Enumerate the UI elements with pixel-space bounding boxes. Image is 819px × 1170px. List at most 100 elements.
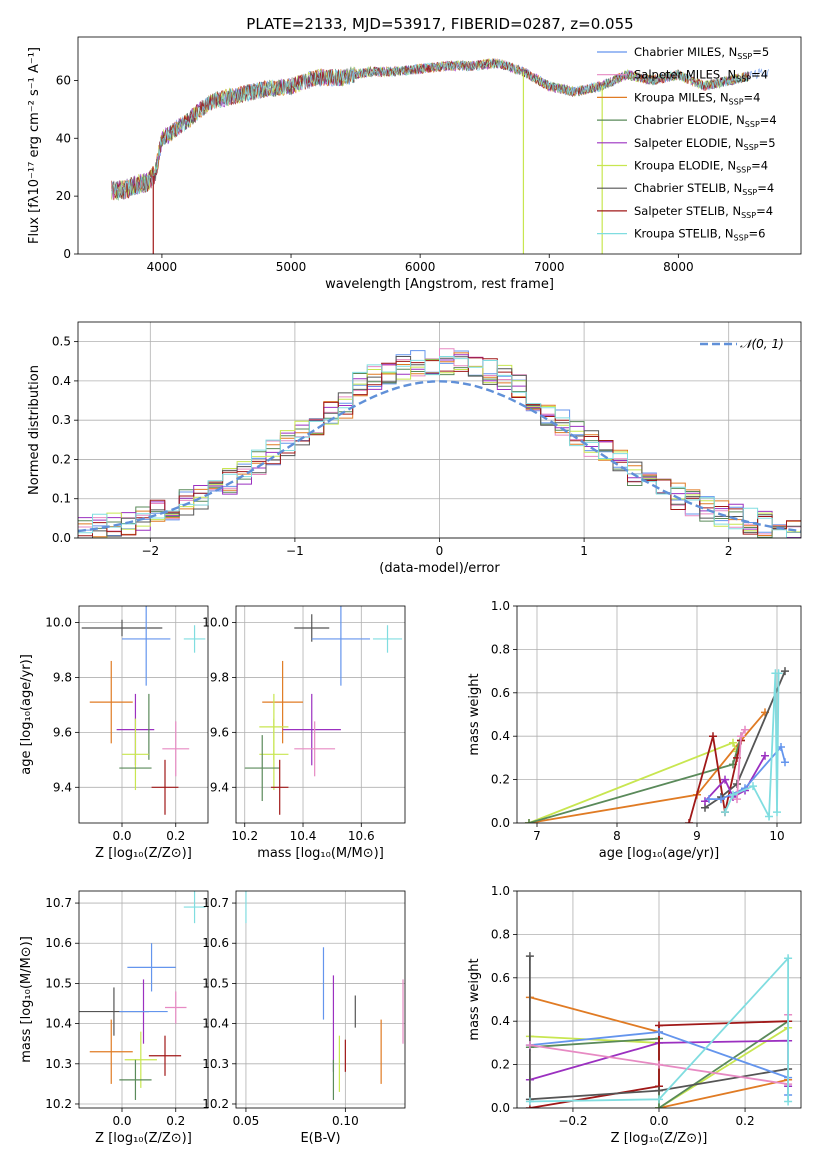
y-tick-label: 0.8 [491,642,510,656]
errorbar-point-krou_stelib [183,891,206,924]
errorbar-point-krou_stelib [372,625,403,653]
panel-mass_vs_Z: 0.0 0.2 10.2 10.3 10.4 10.5 10.6 10.7 Z [log₁₀(Z… [19,890,209,1146]
y-tick-label: 10.0 [45,615,72,629]
weight-marker-salp_miles [733,795,741,804]
plot-area [111,58,769,254]
legend-count: =5 [759,136,776,150]
legend-subscript: SSP [741,211,756,220]
x-tick-label: 8000 [663,260,694,274]
x-tick-label: 4000 [147,260,178,274]
plot-area [81,606,206,815]
x-tick-label: 2 [725,544,733,558]
x-tick-label: 0 [436,544,444,558]
x-tick-label: 10.6 [348,829,375,843]
plot-area [245,891,404,1100]
x-axis-label: Z [log₁₀(Z/Z⊙)] [611,1131,708,1146]
y-tick-label: 10.7 [45,896,72,910]
legend-label: Salpeter MILES, NSSP=4 [634,68,768,84]
x-tick-label: 0.2 [166,1114,185,1128]
x-tick-label: 0.05 [233,1114,260,1128]
x-tick-label: 10.2 [231,829,258,843]
errorbar-point-salp_stelib [270,759,289,815]
weight-marker-salp_elodie [761,751,769,760]
x-tick-label: 0.0 [112,1114,131,1128]
y-axis-label: mass weight [467,958,482,1040]
legend-label: Kroupa STELIB, NSSP=6 [634,227,765,243]
y-axis-label: Flux [fλ10⁻¹⁷ erg cm⁻² s⁻¹ A⁻¹] [27,47,42,244]
errorbar-point-krou_miles [89,660,133,744]
y-tick-label: 9.6 [53,725,72,739]
x-axis-label: age [log₁₀(age/yr)] [599,846,720,861]
y-tick-label: 10.0 [202,615,229,629]
weight-marker-chab_miles [717,795,725,804]
legend-text: Chabrier ELODIE, N [634,113,745,127]
legend-text: Kroupa ELODIE, N [634,159,736,173]
legend-count: =5 [752,45,769,59]
panel-residuals: −2 −1 0 1 2 0.0 0.1 0.2 0.3 0.4 0.5 (data-model)/er… [27,321,802,576]
x-axis-label: E(B-V) [300,1131,340,1146]
x-tick-label: −0.2 [558,1114,587,1128]
y-tick-label: 0.6 [491,686,510,700]
axes-frame [516,890,802,1109]
legend-subscript: SSP [737,52,752,61]
x-axis-label: mass [log₁₀(M/M⊙)] [257,846,384,861]
weight-marker-salp_miles [655,1060,663,1069]
y-tick-label: 10.3 [45,1057,72,1071]
legend-normal-label: 𝒩(0, 1) [740,337,784,351]
y-tick-label: 0.2 [491,773,510,787]
legend-label: Chabrier MILES, NSSP=5 [634,45,769,61]
errorbar-point-krou_stelib [183,625,206,653]
y-tick-label: 0.0 [491,816,510,830]
plot-area [525,667,789,823]
errorbar-point-chab_miles [311,606,371,686]
y-axis-label: mass [log₁₀(M/M⊙)] [19,936,34,1063]
legend-subscript: SSP [745,120,760,129]
panel-age_vs_Z: 0.0 0.2 9.4 9.6 9.8 10.0 Z [log₁₀(Z/Z⊙)] age [l… [19,605,209,861]
x-axis-label: Z [log₁₀(Z/Z⊙)] [95,1131,192,1146]
legend-text: Chabrier MILES, N [634,45,737,59]
y-tick-label: 0.4 [52,374,71,388]
axes-frame [235,605,406,824]
axes-frame [77,321,802,539]
errorbar-point-chab_stelib [81,619,163,637]
y-tick-label: 0.4 [491,1014,510,1028]
panel-weight_vs_age: 7 8 9 10 0.0 0.2 0.4 0.6 0.8 1.0 age [log₁₀(age/yr… [467,599,802,861]
weight-marker-krou_stelib [784,1097,793,1106]
errorbar-point-chab_miles [122,606,171,686]
y-tick-label: 20 [56,189,71,203]
legend-text: Salpeter ELODIE, N [634,136,744,150]
weight-marker-krou_stelib [765,812,773,821]
legend-subscript: SSP [734,234,749,243]
y-tick-label: 9.8 [53,670,72,684]
y-tick-label: 10.2 [202,1097,229,1111]
y-tick-label: 0.4 [491,729,510,743]
x-tick-label: 10 [769,829,784,843]
legend-label: Kroupa ELODIE, NSSP=4 [634,159,768,175]
x-tick-label: 5000 [276,260,307,274]
normal-curve [78,380,801,533]
axes-frame [77,36,802,255]
weight-marker-chab_elodie [655,1104,663,1108]
panel-spectrum: 4000 5000 6000 7000 8000 0 20 40 60 wavelength [A… [27,36,802,292]
y-tick-label: 10.4 [45,1017,72,1031]
y-tick-label: 1.0 [491,884,510,898]
y-tick-label: 1.0 [491,599,510,613]
x-tick-label: 7000 [534,260,565,274]
weight-marker-salp_miles [737,732,745,741]
errorbar-point-salp_stelib [148,1035,182,1076]
panel-mass_vs_ebv: 0.05 0.10 10.2 10.3 10.4 10.5 10.6 10.7 E(B-V) [202,890,406,1146]
y-tick-label: 10.2 [45,1097,72,1111]
axes-frame [78,605,209,824]
y-tick-label: 10.4 [202,1017,229,1031]
x-tick-label: 0.10 [332,1114,359,1128]
y-tick-label: 60 [56,73,71,87]
y-tick-label: 9.4 [53,780,72,794]
y-tick-label: 0.1 [52,492,71,506]
legend-count: =6 [749,227,766,241]
errorbar-point-salp_miles [294,721,336,777]
errorbar-point-chab_miles [127,943,176,992]
errorbar-point-chab_elodie [244,735,280,802]
legend-subscript: SSP [736,166,751,175]
plot-area [244,606,403,815]
weight-marker-salp_elodie [721,775,729,784]
